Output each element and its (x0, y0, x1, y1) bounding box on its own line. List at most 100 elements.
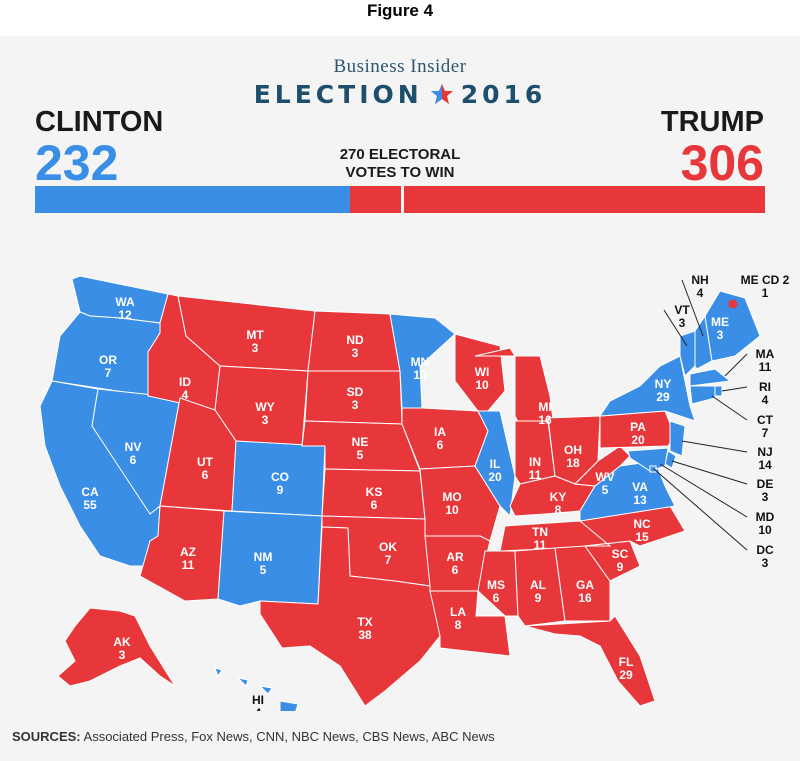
state-label-ga: GA 16 (576, 578, 594, 605)
state-label-ks: KS 6 (366, 485, 383, 512)
state-md (627, 447, 669, 472)
leader-line-vt (663, 309, 688, 347)
state-label-il: IL 20 (488, 457, 502, 484)
state-label-md: MD 10 (756, 510, 775, 537)
state-nh (694, 314, 713, 370)
state-label-nv: NV 6 (125, 440, 142, 467)
state-label-ok: OK 7 (379, 540, 397, 567)
trump-electoral-votes: 306 (680, 135, 764, 191)
trump-bar-segment (350, 186, 765, 213)
election-word: ELECTION (253, 80, 423, 109)
state-label-or: OR 7 (99, 353, 117, 380)
figure-label: Figure 4 (366, 1, 434, 20)
electoral-vote-bar (35, 186, 765, 213)
state-nc (578, 505, 686, 547)
state-nj (669, 420, 686, 457)
state-al (514, 547, 566, 627)
state-ny (599, 355, 696, 422)
state-ms (477, 550, 519, 617)
state-label-in: IN 11 (529, 455, 542, 482)
state-label-ne: NE 5 (352, 435, 369, 462)
state-va (579, 460, 676, 522)
state-hi (214, 667, 299, 711)
clinton-bar-segment (35, 186, 350, 213)
state-label-va: VA 13 (632, 480, 648, 507)
state-fl (524, 615, 656, 707)
election-year: 2016 (460, 80, 547, 109)
leader-line-de (671, 460, 748, 485)
state-label-ma: MA 11 (756, 347, 775, 374)
sources-label: SOURCES: (12, 729, 81, 744)
election-title: ELECTION 2016 (0, 80, 800, 109)
leader-line-nh (681, 279, 704, 337)
state-label-dc: DC 3 (756, 543, 774, 570)
state-label-nj: NJ 14 (757, 445, 772, 472)
sources-line: SOURCES: Associated Press, Fox News, CNN… (12, 729, 495, 744)
votes-to-win-caption: 270 ELECTORAL VOTES TO WIN (300, 146, 500, 182)
state-label-az: AZ 11 (180, 545, 196, 572)
state-ri (714, 385, 723, 397)
state-label-wv: WV 5 (595, 470, 614, 497)
state-dc (649, 465, 657, 473)
state-label-ky: KY 8 (550, 490, 567, 517)
threshold-marker (401, 186, 404, 213)
state-label-la: LA 8 (450, 605, 466, 632)
state-me (704, 290, 761, 362)
state-label-mi: MI 16 (538, 400, 552, 427)
state-la (429, 590, 511, 657)
to-win-line-2: VOTES TO WIN (345, 164, 455, 181)
leader-line-ri (721, 386, 748, 392)
state-label-tx: TX 38 (357, 615, 372, 642)
state-label-wy: WY 3 (255, 400, 274, 427)
state-label-tn: TN 11 (532, 525, 548, 552)
state-label-wa: WA 12 (115, 295, 135, 322)
trump-name: TRUMP (660, 106, 764, 138)
state-ma (689, 368, 732, 387)
leader-line-dc (653, 468, 748, 551)
state-label-me: ME 3 (711, 315, 729, 342)
brand-title: Business Insider (333, 56, 467, 77)
state-label-ny: NY 29 (655, 377, 672, 404)
sources-text: Associated Press, Fox News, CNN, NBC New… (83, 729, 495, 744)
state-ak (57, 607, 176, 687)
state-ga (554, 545, 611, 622)
clinton-name: CLINTON (35, 106, 164, 138)
state-il (474, 410, 516, 518)
state-label-ak: AK 3 (113, 635, 131, 662)
state-label-id: ID 4 (179, 375, 191, 402)
state-label-ri: RI 4 (759, 380, 771, 407)
us-electoral-map: WA 12 OR 7 CA 55 NV 6 ID 4 MT 3 WY 3 UT 6 CO 9 AZ 11 NM 5 ND 3 S… (39, 273, 790, 711)
state-label-nc: NC 15 (633, 517, 651, 544)
clinton-electoral-votes: 232 (35, 135, 119, 191)
state-label-al: AL 9 (530, 578, 546, 605)
state-label-ia: IA 6 (434, 425, 446, 452)
state-label-wi: WI 10 (475, 365, 490, 392)
state-label-mn: MN 10 (411, 355, 430, 382)
state-label-de: DE 3 (757, 477, 774, 504)
state-label-oh: OH 18 (564, 443, 582, 470)
state-label-ms: MS 6 (487, 578, 505, 605)
leader-line-ct (711, 395, 748, 421)
state-label-hi: HI4 (252, 693, 264, 711)
state-label-mo: MO 10 (442, 490, 461, 517)
state-label-vt: VT 3 (674, 303, 690, 330)
state-label-ut: UT 6 (197, 455, 214, 482)
star-icon (430, 84, 453, 104)
state-label-sc: SC 9 (612, 547, 629, 574)
state-ct (689, 385, 716, 405)
state-label-ar: AR 6 (446, 550, 464, 577)
state-label-co: CO 9 (271, 470, 289, 497)
leader-line-nj (681, 440, 748, 453)
leader-line-ma (724, 353, 748, 377)
state-label-ca: CA 55 (81, 485, 99, 512)
state-label-fl: FL 29 (619, 655, 634, 682)
state-label-nd: ND 3 (346, 333, 364, 360)
state-mn (389, 313, 456, 409)
election-panel: Business Insider ELECTION 2016 CLINTON 23… (0, 36, 800, 761)
state-label-ct: CT 7 (757, 413, 774, 440)
state-label-sd: SD 3 (347, 385, 364, 412)
state-tx (259, 526, 441, 707)
state-me-cd-2-dot (728, 299, 738, 309)
leader-line-md (659, 463, 748, 518)
to-win-line-1: 270 ELECTORAL (339, 146, 461, 163)
